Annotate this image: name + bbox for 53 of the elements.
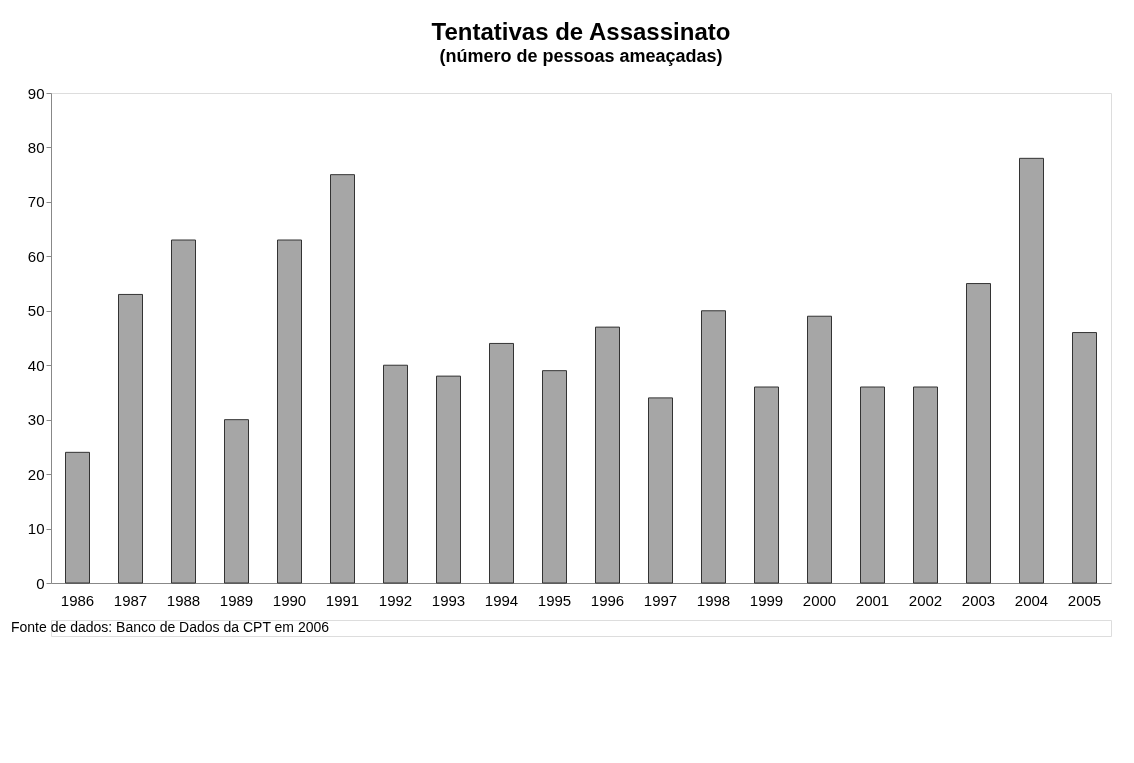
chart-title: Tentativas de Assassinato (431, 18, 731, 45)
bar (330, 174, 355, 584)
x-tick-label: 2000 (802, 591, 837, 609)
bar (118, 293, 143, 584)
bar (966, 283, 991, 584)
x-tick-label: 1987 (113, 591, 148, 609)
x-tick-label: 1993 (431, 591, 466, 609)
x-tick-label: 1998 (696, 591, 731, 609)
bar (277, 239, 302, 584)
chart-subtitle: (número de pessoas ameaçadas) (439, 46, 723, 66)
y-tick-label: 0 (36, 574, 45, 592)
bar (860, 386, 885, 584)
x-tick-label: 1995 (537, 591, 572, 609)
y-tick-label: 80 (27, 138, 45, 156)
x-tick-label: 1999 (749, 591, 784, 609)
bar (171, 239, 196, 584)
bar (436, 375, 461, 584)
bar (1019, 157, 1044, 584)
x-tick-label: 2003 (961, 591, 996, 609)
bar (595, 326, 620, 584)
source-note: Fonte de dados: Banco de Dados da CPT em 2006 (11, 619, 330, 635)
bar (754, 386, 779, 584)
y-tick-label: 90 (27, 84, 45, 102)
x-tick-label: 1990 (272, 591, 307, 609)
y-tick-label: 40 (27, 356, 45, 374)
x-tick-label: 2005 (1067, 591, 1102, 609)
x-tick-label: 2001 (855, 591, 890, 609)
bar (1072, 332, 1097, 584)
y-tick-label: 10 (27, 520, 45, 538)
x-tick-label: 2002 (908, 591, 943, 609)
y-tick-label: 70 (27, 193, 45, 211)
x-tick-label: 1994 (484, 591, 519, 609)
x-tick-label: 1996 (590, 591, 625, 609)
bar (913, 386, 938, 584)
bar (65, 451, 90, 584)
x-tick-label: 1991 (325, 591, 360, 609)
x-tick-label: 1986 (60, 591, 95, 609)
y-tick-label: 20 (27, 465, 45, 483)
bar (224, 419, 249, 584)
bar (542, 370, 567, 584)
bar (807, 315, 832, 584)
x-tick-label: 1997 (643, 591, 678, 609)
x-tick-label: 1989 (219, 591, 254, 609)
x-tick-label: 1992 (378, 591, 413, 609)
bar (648, 397, 673, 584)
x-tick-label: 1988 (166, 591, 201, 609)
y-tick-label: 30 (27, 411, 45, 429)
bar (383, 364, 408, 584)
bar (489, 342, 514, 584)
y-tick-label: 50 (27, 302, 45, 320)
y-tick-label: 60 (27, 247, 45, 265)
bar (701, 310, 726, 584)
x-tick-label: 2004 (1014, 591, 1049, 609)
